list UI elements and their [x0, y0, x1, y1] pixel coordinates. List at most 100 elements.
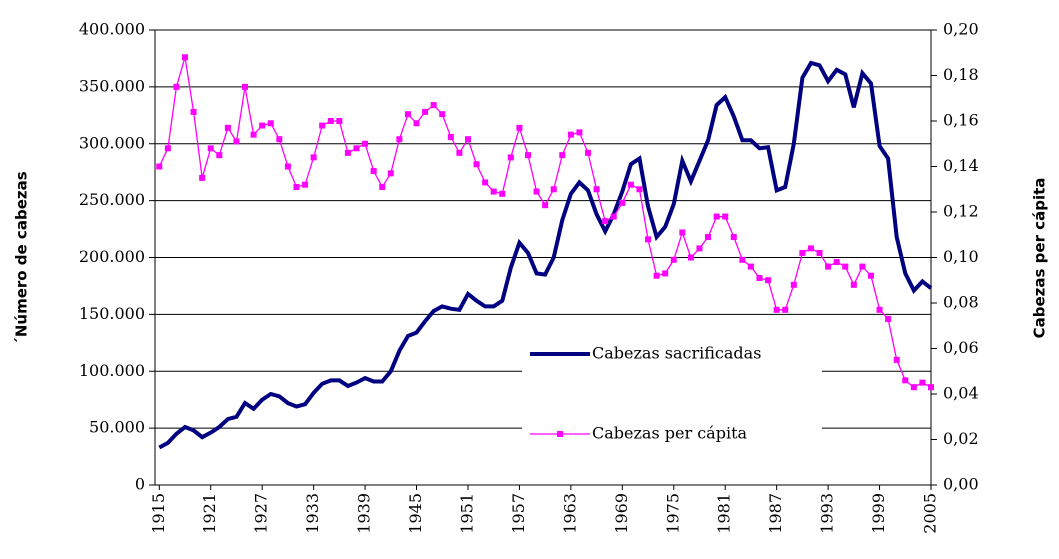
x-tick-label: 1921 — [200, 493, 219, 534]
point — [507, 154, 514, 161]
point — [739, 256, 746, 263]
point — [773, 306, 780, 313]
point — [267, 120, 274, 127]
point — [730, 234, 737, 241]
y-tick-label: 200.000 — [79, 247, 145, 266]
point — [790, 281, 797, 288]
point — [490, 188, 497, 195]
point — [173, 83, 180, 90]
point — [893, 356, 900, 363]
point — [627, 181, 634, 188]
point — [284, 163, 291, 170]
x-tick-label: 1951 — [457, 493, 476, 534]
x-tick-label: 1963 — [560, 493, 579, 534]
point — [876, 306, 883, 313]
point — [585, 149, 592, 156]
point — [310, 154, 317, 161]
point — [182, 54, 189, 61]
point — [645, 236, 652, 243]
point — [713, 213, 720, 220]
point — [413, 120, 420, 127]
point — [902, 377, 909, 384]
point — [516, 124, 523, 131]
point — [842, 263, 849, 270]
point — [362, 140, 369, 147]
y2-axis-title: Cabezas per cápita — [1031, 178, 1049, 339]
legend-marker — [557, 431, 563, 437]
y2-tick-label: 0,10 — [943, 247, 979, 266]
legend-box — [522, 330, 822, 452]
y2-tick-label: 0,20 — [943, 20, 979, 39]
x-tick-label: 1999 — [869, 493, 888, 534]
point — [602, 218, 609, 225]
point — [885, 315, 892, 322]
series-line — [158, 60, 933, 450]
point — [825, 263, 832, 270]
point — [404, 111, 411, 118]
point — [653, 272, 660, 279]
y-tick-label: 250.000 — [79, 190, 145, 209]
point — [782, 306, 789, 313]
x-tick-label: 1939 — [355, 493, 374, 534]
point — [747, 263, 754, 270]
point — [199, 174, 206, 181]
point — [216, 152, 223, 159]
y2-tick-label: 0,18 — [943, 65, 979, 84]
point — [370, 168, 377, 175]
point — [473, 161, 480, 168]
point — [567, 131, 574, 138]
point — [533, 188, 540, 195]
x-tick-label: 1945 — [406, 493, 425, 534]
point — [344, 149, 351, 156]
point — [867, 272, 874, 279]
y2-tick-label: 0,12 — [943, 202, 979, 221]
y2-tick-label: 0,02 — [943, 429, 979, 448]
point — [422, 108, 429, 115]
point — [164, 145, 171, 152]
y2-tick-label: 0,16 — [943, 111, 979, 130]
y-tick-label: 0 — [135, 475, 145, 494]
x-tick-label: 1987 — [766, 493, 785, 534]
point — [722, 213, 729, 220]
y-tick-label: 300.000 — [79, 133, 145, 152]
point — [816, 249, 823, 256]
y-tick-label: 150.000 — [79, 304, 145, 323]
y2-tick-label: 0,08 — [943, 293, 979, 312]
point — [336, 118, 343, 124]
point — [387, 170, 394, 177]
point — [156, 163, 163, 170]
point — [636, 186, 643, 193]
point — [670, 256, 677, 263]
legend-label: Cabezas per cápita — [592, 424, 747, 443]
x-tick-label: 1933 — [303, 493, 322, 534]
point — [687, 254, 694, 261]
point — [696, 245, 703, 252]
y-tick-label: 400.000 — [79, 20, 145, 39]
point — [447, 133, 454, 140]
point — [850, 281, 857, 288]
x-tick-label: 2005 — [921, 493, 940, 534]
point — [542, 202, 549, 209]
point — [499, 190, 506, 197]
point — [482, 179, 489, 186]
point — [430, 102, 437, 109]
point — [619, 199, 626, 206]
y-tick-label: 50.000 — [89, 418, 145, 437]
point — [593, 186, 600, 193]
point — [250, 131, 257, 138]
point — [302, 181, 309, 188]
y-axis-title: ´Número de cabezas — [13, 171, 31, 344]
point — [242, 83, 249, 90]
point — [524, 152, 531, 159]
point — [559, 152, 566, 159]
x-tick-label: 1969 — [612, 493, 631, 534]
point — [190, 108, 197, 115]
point — [327, 118, 334, 124]
legend-label: Cabezas sacrificadas — [592, 344, 761, 363]
y-tick-label: 100.000 — [79, 361, 145, 380]
point — [765, 277, 772, 284]
point — [550, 186, 557, 193]
x-tick-label: 1993 — [818, 493, 837, 534]
point — [756, 274, 763, 281]
